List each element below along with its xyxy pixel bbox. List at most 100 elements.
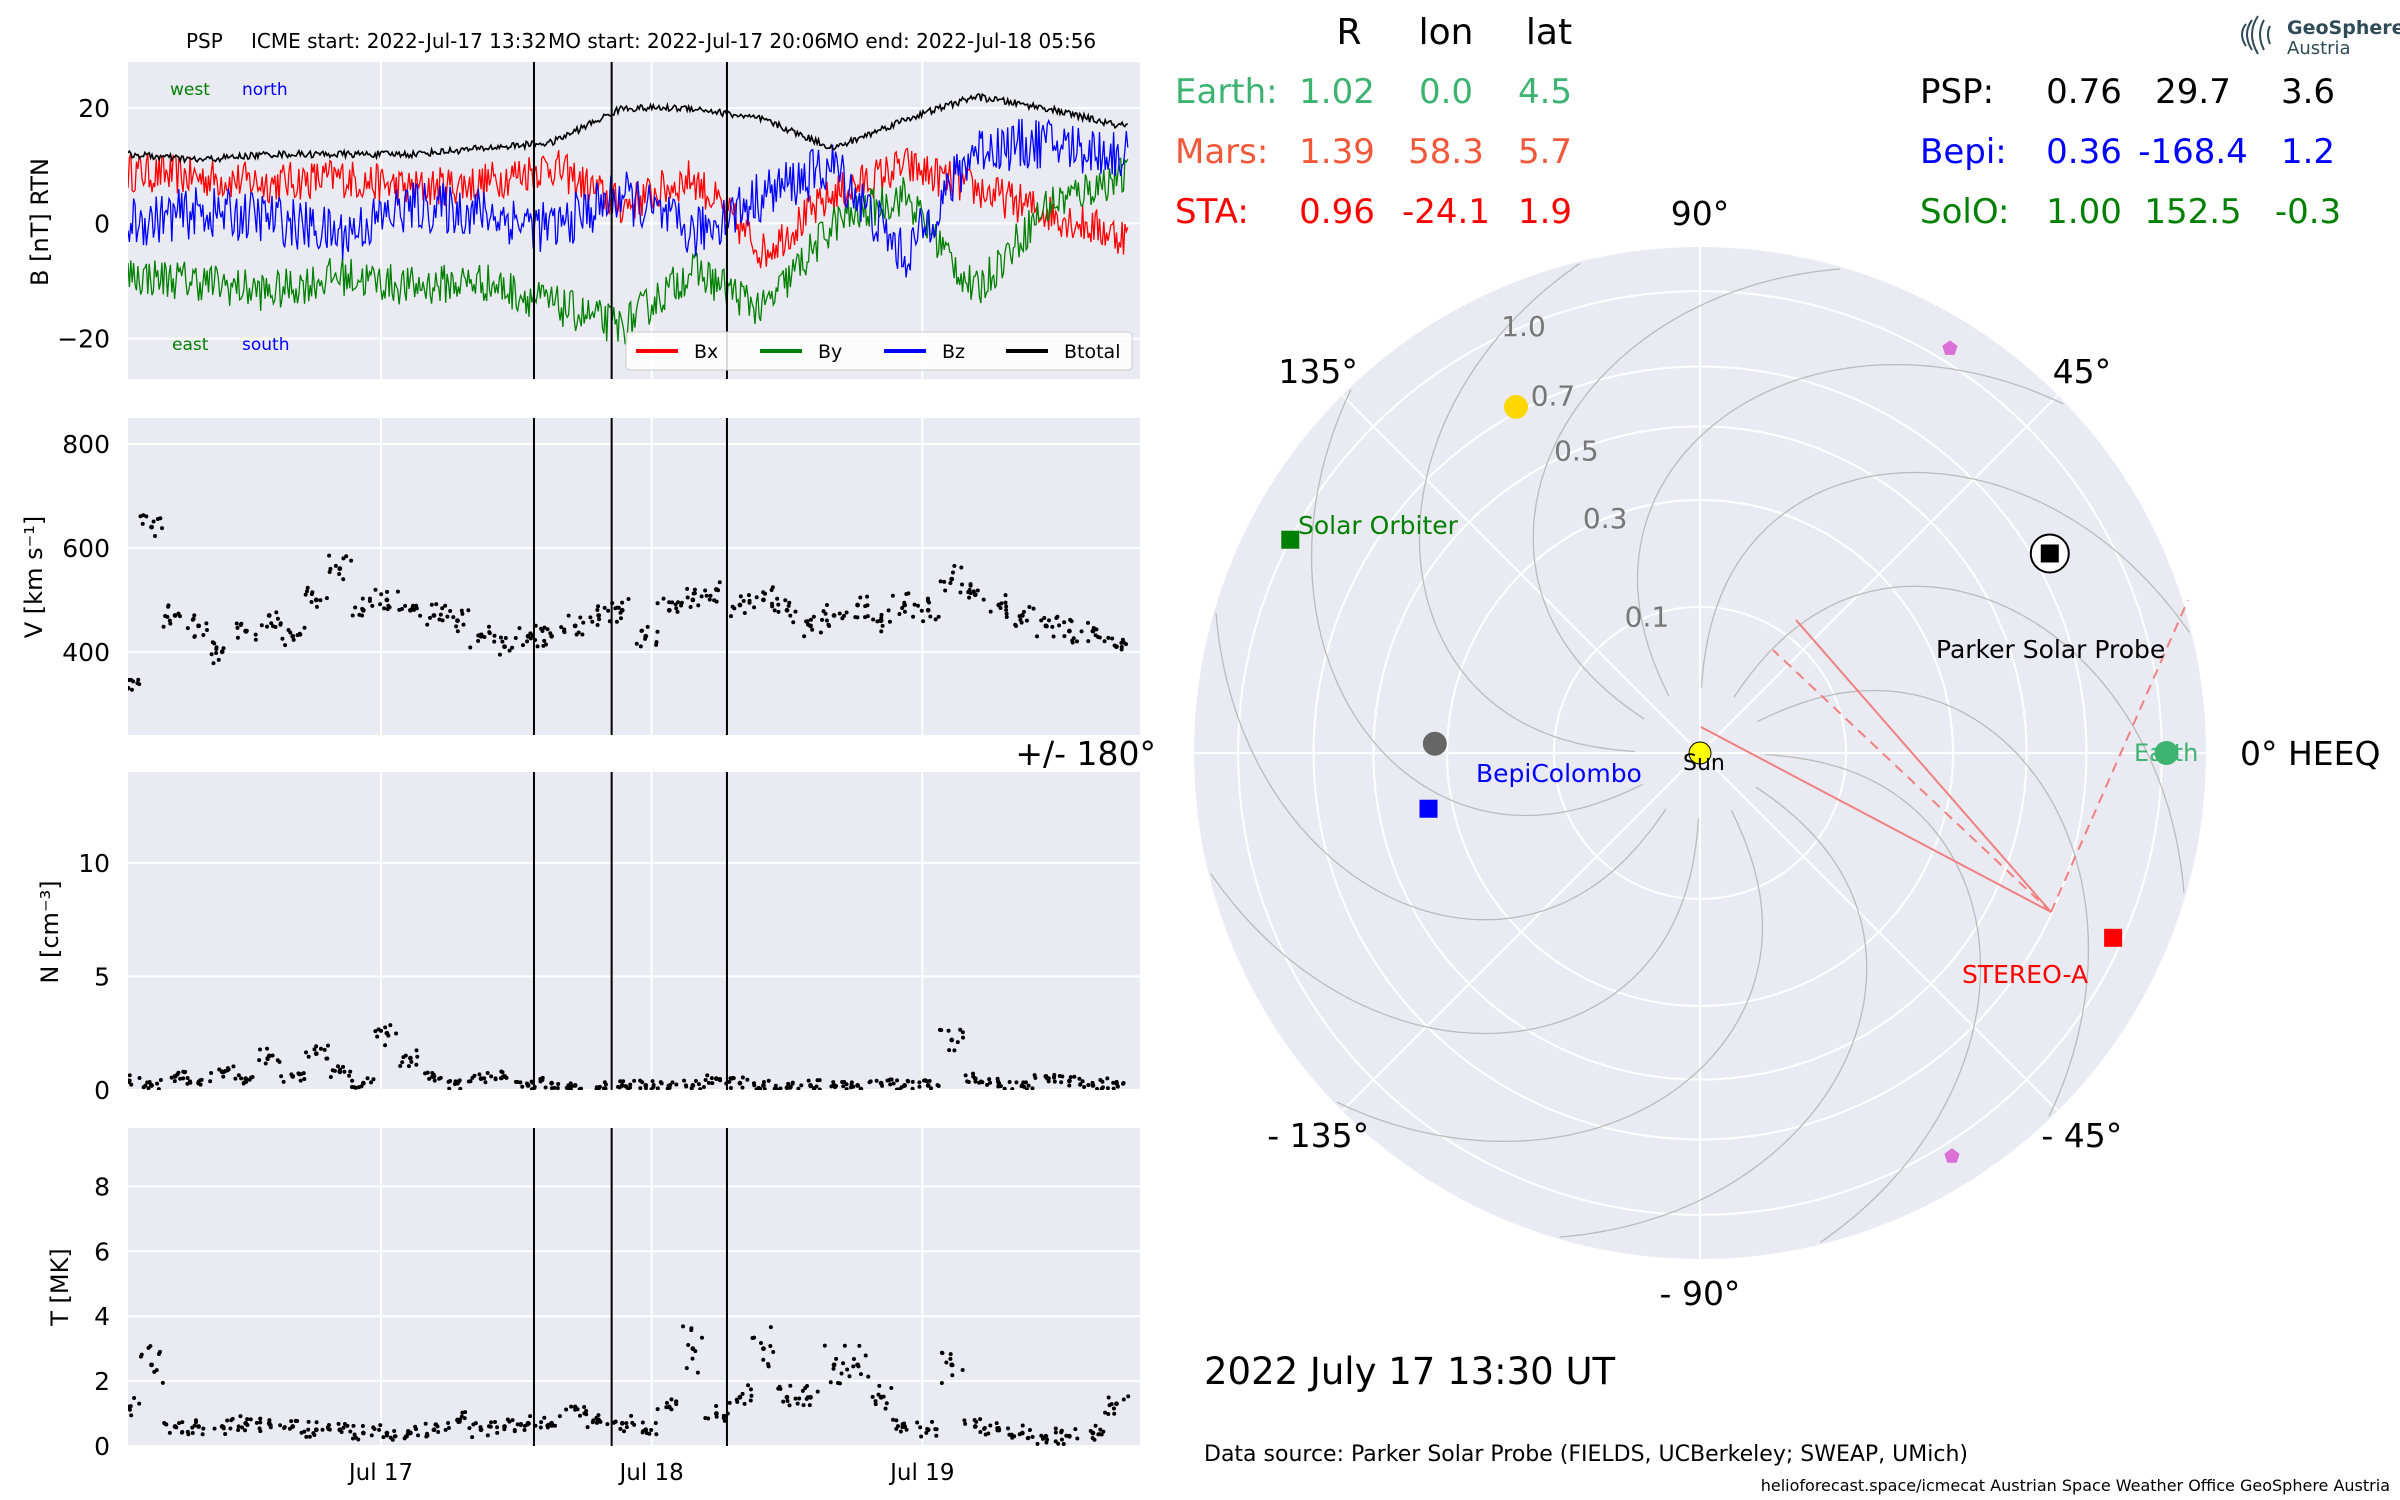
- data-point: [963, 1073, 968, 1078]
- data-point: [925, 1426, 930, 1431]
- data-point: [416, 1433, 421, 1438]
- data-point: [1098, 1427, 1103, 1432]
- data-point: [655, 629, 660, 634]
- data-point: [826, 622, 831, 627]
- data-point: [433, 1422, 438, 1427]
- data-point: [562, 629, 567, 634]
- data-point: [174, 1425, 179, 1430]
- data-point: [1093, 1423, 1098, 1428]
- data-point: [668, 1083, 673, 1088]
- data-point: [341, 1425, 346, 1430]
- data-point: [758, 1341, 763, 1346]
- data-point: [371, 1425, 376, 1430]
- data-point: [737, 602, 743, 608]
- data-point: [1003, 593, 1008, 598]
- data-point: [309, 599, 314, 604]
- data-point: [306, 1419, 311, 1424]
- data-point: [1056, 1441, 1061, 1446]
- data-point: [447, 1086, 452, 1090]
- data-point: [692, 587, 697, 592]
- data-point: [247, 1077, 252, 1082]
- data-point: [766, 1364, 771, 1369]
- data-point: [955, 1040, 960, 1045]
- data-point: [950, 1363, 955, 1368]
- data-point: [302, 625, 307, 630]
- data-point: [557, 1414, 562, 1419]
- data-point: [885, 1078, 890, 1083]
- data-point: [889, 1077, 894, 1082]
- label-earth: Earth: [2134, 739, 2198, 767]
- data-point: [128, 685, 131, 691]
- data-point: [403, 603, 408, 608]
- data-point: [590, 619, 595, 624]
- marker-mars: [1944, 1148, 1960, 1163]
- data-point: [972, 1424, 978, 1429]
- annotation-west: west: [170, 80, 210, 100]
- data-point: [470, 1435, 475, 1440]
- data-point: [1106, 635, 1111, 640]
- data-point: [212, 1426, 217, 1431]
- y-tick-label: 20: [78, 94, 110, 123]
- data-point: [863, 615, 868, 620]
- data-point: [411, 607, 416, 612]
- data-point: [341, 577, 346, 582]
- data-point: [200, 1432, 205, 1437]
- data-point: [353, 605, 358, 610]
- data-point: [455, 629, 460, 634]
- data-point: [808, 1084, 813, 1089]
- data-point: [267, 1418, 272, 1423]
- data-point: [706, 1080, 711, 1085]
- data-point: [386, 603, 391, 608]
- legend-label-bz: Bz: [942, 341, 965, 363]
- y-axis-label: T [MK]: [46, 1248, 74, 1326]
- y-axis-label: N [cm⁻³]: [36, 880, 64, 983]
- spiral-line: [1757, 689, 2090, 1117]
- data-point: [235, 625, 240, 630]
- data-point: [148, 1344, 153, 1349]
- table-row-lon: -168.4: [2138, 132, 2248, 172]
- data-point: [1111, 1080, 1116, 1085]
- data-point: [472, 1073, 477, 1078]
- data-point: [616, 605, 621, 610]
- data-point: [492, 633, 497, 638]
- data-point: [1071, 636, 1076, 641]
- data-point: [236, 1073, 241, 1078]
- data-point: [517, 626, 522, 631]
- annotation-east: east: [172, 335, 209, 355]
- spiral-line: [1215, 612, 1667, 921]
- data-point: [1014, 1080, 1019, 1085]
- data-point: [505, 1417, 510, 1422]
- data-point: [525, 1422, 530, 1427]
- data-point: [522, 1427, 527, 1432]
- logo-line2: Austria: [2287, 38, 2351, 59]
- data-point: [427, 1076, 432, 1081]
- grid: [128, 418, 1140, 735]
- data-point: [727, 1400, 732, 1405]
- data-point: [324, 596, 329, 601]
- data-point: [1100, 1079, 1105, 1084]
- data-point: [456, 1420, 461, 1425]
- data-point: [542, 1415, 547, 1420]
- data-point: [927, 1078, 932, 1083]
- data-point: [1066, 1078, 1072, 1084]
- data-point: [489, 1420, 494, 1425]
- data-point: [388, 1023, 393, 1028]
- data-point: [459, 1414, 464, 1419]
- geosphere-logo: GeoSphere Austria: [2241, 15, 2400, 59]
- data-point: [253, 632, 258, 637]
- data-point: [897, 611, 902, 616]
- data-point: [948, 580, 953, 585]
- data-point: [842, 1343, 847, 1348]
- data-point: [287, 1426, 292, 1431]
- data-point: [965, 1079, 970, 1084]
- data-point: [978, 1417, 983, 1422]
- data-point: [128, 1404, 133, 1409]
- data-point: [322, 1047, 327, 1052]
- data-point: [696, 1082, 701, 1087]
- data-point: [653, 1420, 658, 1425]
- data-point: [693, 1349, 698, 1354]
- data-point: [1110, 636, 1115, 641]
- data-point: [708, 593, 713, 598]
- data-point: [327, 570, 332, 575]
- data-point: [1077, 1076, 1082, 1081]
